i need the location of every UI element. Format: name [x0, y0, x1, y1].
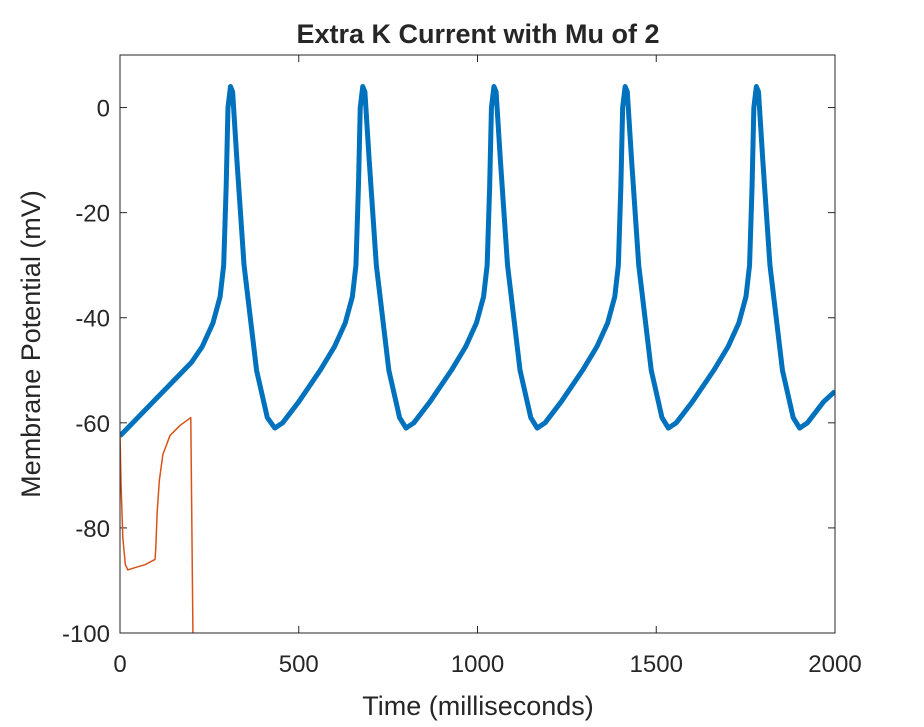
y-tick-label: -20 [75, 201, 110, 228]
y-tick-label: -100 [62, 621, 110, 648]
x-axis-label: Time (milliseconds) [362, 691, 594, 721]
x-tick-label: 1000 [451, 651, 504, 678]
x-tick-label: 1500 [630, 651, 683, 678]
x-tick-label: 500 [279, 651, 319, 678]
y-tick-label: 0 [97, 96, 110, 123]
x-tick-label: 2000 [808, 651, 861, 678]
chart-title: Extra K Current with Mu of 2 [296, 19, 659, 49]
y-tick-label: -60 [75, 411, 110, 438]
x-tick-label: 0 [113, 651, 126, 678]
y-tick-label: -80 [75, 516, 110, 543]
y-tick-label: -40 [75, 306, 110, 333]
y-axis-label: Membrane Potential (mV) [16, 190, 46, 498]
data-line [120, 416, 194, 633]
data-line [120, 84, 835, 438]
plot-frame [119, 54, 836, 634]
